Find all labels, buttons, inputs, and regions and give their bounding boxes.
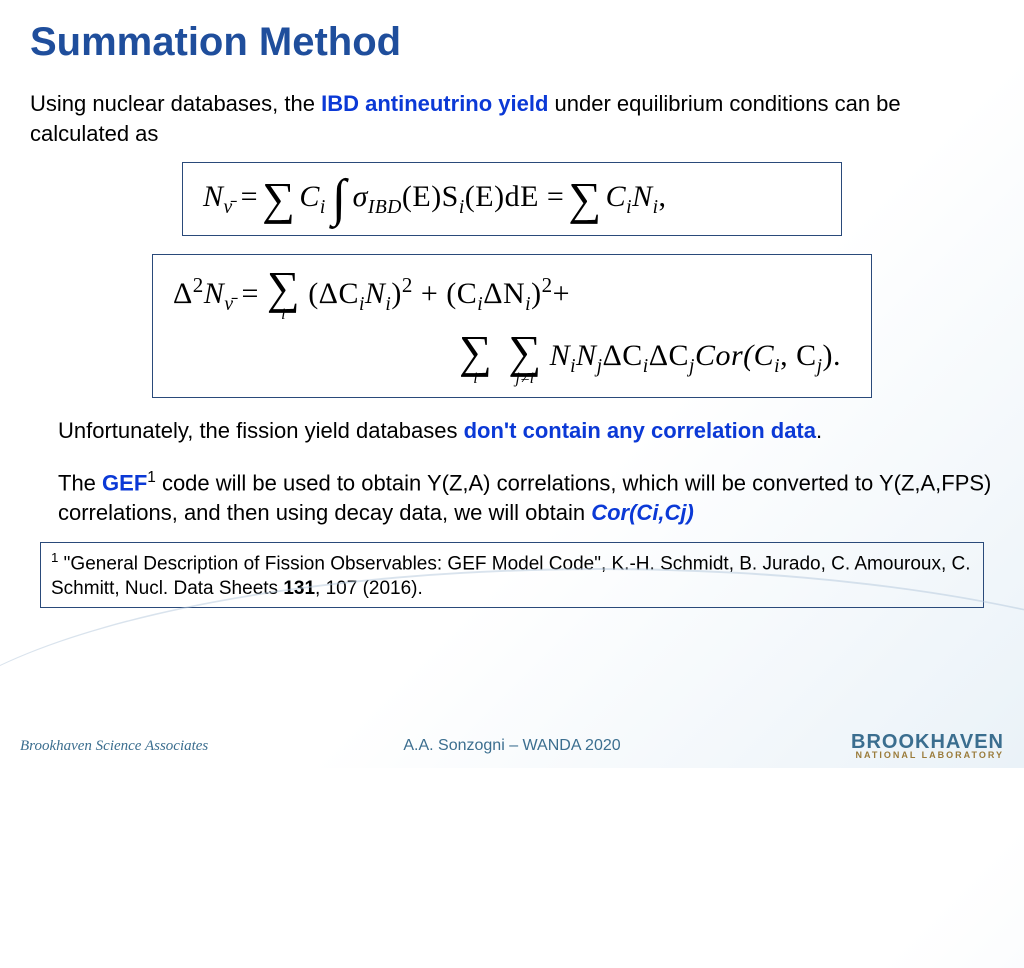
equation-2-line2: ∑ i ∑ j≠i NiNjΔCiΔCjCor(Ci, Cj).: [173, 329, 851, 387]
intro-highlight: IBD antineutrino yield: [321, 91, 548, 116]
eq2-line2-terms: NiNjΔCiΔCjCor(Ci, Cj).: [550, 339, 841, 378]
para3-pre: The: [58, 470, 102, 495]
ref-text-a: "General Description of Fission Observab…: [51, 553, 971, 599]
eq1-integrand: σIBD(E)Si(E)dE =: [353, 180, 565, 219]
slide: Summation Method Using nuclear databases…: [0, 0, 1024, 768]
ref-volume: 131: [283, 578, 315, 599]
equation-box-2: Δ2Nν̄ = ∑ i (ΔCiNi)2 + (CiΔNi)2+ ∑ i ∑ j…: [152, 254, 872, 398]
slide-title: Summation Method: [30, 20, 994, 65]
sum-over-i-2: ∑ i: [455, 329, 496, 387]
footer-left: Brookhaven Science Associates: [20, 738, 208, 755]
bnl-logo-top: BROOKHAVEN: [851, 733, 1004, 751]
sum-over-jnei: ∑ j≠i: [504, 329, 545, 387]
reference-box: 1 "General Description of Fission Observ…: [40, 542, 984, 609]
paragraph-2: Unfortunately, the fission yield databas…: [58, 416, 994, 446]
sigma-symbol: ∑: [262, 176, 295, 222]
paragraph-3: The GEF1 code will be used to obtain Y(Z…: [58, 468, 994, 528]
eq2-terms: (ΔCiNi)2 + (CiΔNi)2+: [308, 273, 570, 316]
para3-highlight-gef: GEF: [102, 470, 147, 495]
para2-pre: Unfortunately, the fission yield databas…: [58, 418, 464, 443]
eq1-lhs: Nν̄ =: [203, 180, 258, 219]
para3-sup: 1: [147, 469, 156, 486]
background-swoosh: [0, 568, 1024, 968]
footer-right-logo: BROOKHAVEN NATIONAL LABORATORY: [851, 733, 1004, 759]
equation-1: Nν̄ = ∑ Ci ∫ σIBD(E)Si(E)dE = ∑ CiNi,: [203, 173, 821, 225]
sum-over-i: ∑ i: [263, 265, 304, 323]
para3-mid: code will be used to obtain Y(Z,A) corre…: [58, 470, 991, 525]
eq1-rhs: CiNi,: [606, 180, 667, 219]
bnl-logo-bottom: NATIONAL LABORATORY: [851, 751, 1004, 759]
ref-text-b: , 107 (2016).: [315, 578, 423, 599]
intro-pre: Using nuclear databases, the: [30, 91, 321, 116]
para2-highlight: don't contain any correlation data: [464, 418, 816, 443]
para2-post: .: [816, 418, 822, 443]
equation-2-line1: Δ2Nν̄ = ∑ i (ΔCiNi)2 + (CiΔNi)2+: [173, 265, 851, 323]
sigma-symbol-2: ∑: [568, 176, 601, 222]
intro-paragraph: Using nuclear databases, the IBD antineu…: [30, 89, 994, 148]
integral-symbol: ∫: [332, 173, 347, 225]
footer: Brookhaven Science Associates A.A. Sonzo…: [0, 724, 1024, 768]
para3-highlight-cor: Cor(Ci,Cj): [591, 500, 694, 525]
footer-center: A.A. Sonzogni – WANDA 2020: [403, 737, 620, 755]
equation-box-1: Nν̄ = ∑ Ci ∫ σIBD(E)Si(E)dE = ∑ CiNi,: [182, 162, 842, 236]
eq1-ci: Ci: [299, 180, 325, 219]
eq2-lhs: Δ2Nν̄ =: [173, 273, 259, 316]
